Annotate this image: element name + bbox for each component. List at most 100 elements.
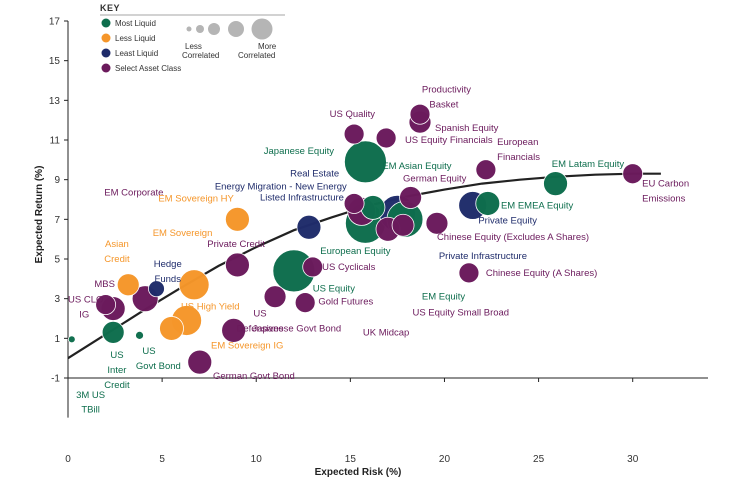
labels-group: 3M US TBill US Inter Credit US Govt Bond US CLO… (68, 84, 689, 415)
point-label: Chinese Equity (Excludes A Shares) (437, 232, 589, 243)
legend-label: Less Liquid (115, 34, 155, 43)
y-tick-label: 1 (54, 334, 60, 345)
bubble-point (302, 256, 324, 278)
point-label: Japanese Govt Bond (252, 323, 341, 334)
bubble-point (475, 191, 501, 216)
bubble-point (294, 292, 316, 314)
point-label: European (497, 137, 538, 148)
legend-size-high-label: Correlated (238, 51, 275, 60)
bubble-point (622, 163, 644, 185)
bubble-point (475, 159, 497, 181)
point-label: Spanish Equity (435, 123, 499, 134)
legend-size-low-label: Less (185, 42, 202, 51)
bubble-point (67, 335, 76, 344)
point-label: 3M US (76, 390, 105, 401)
legend-swatch (101, 48, 111, 58)
point-label: Funds (155, 274, 182, 285)
legend-swatch (101, 18, 111, 28)
point-label: Private Infrastructure (439, 251, 527, 262)
bubble-point (425, 211, 449, 235)
point-label: US (110, 350, 123, 361)
y-tick-label: 17 (49, 17, 61, 28)
point-label: EM EMEA Equity (501, 200, 574, 211)
y-tick-label: 11 (50, 136, 61, 147)
point-label: EM Asian Equity (382, 161, 451, 172)
point-label: US Equity Small Broad (412, 308, 509, 319)
legend-swatch (101, 33, 111, 43)
point-label: EM Sovereign HY (158, 193, 234, 204)
point-label: US (253, 309, 266, 320)
x-tick-label: 10 (251, 454, 263, 465)
legend-label: Least Liquid (115, 49, 158, 58)
point-label: Asian (105, 239, 129, 250)
y-tick-label: 5 (54, 255, 60, 266)
legend-size-high-label: More (258, 42, 277, 51)
x-tick-label: 15 (345, 454, 357, 465)
point-label: EM Sovereign IG (211, 340, 283, 351)
y-axis-title: Expected Return (%) (34, 166, 45, 264)
legend-size-circle (196, 25, 204, 33)
point-label: Listed Infrastructure (260, 192, 344, 203)
point-label: Defensives (237, 323, 284, 334)
point-label: Govt Bond (136, 361, 181, 372)
legend-size-circle (251, 18, 273, 40)
bubble-point (296, 214, 322, 240)
x-axis-title: Expected Risk (%) (315, 467, 402, 478)
bubble-point (343, 123, 365, 145)
y-tick-label: 13 (49, 96, 61, 107)
point-label: EM Latam Equity (552, 159, 625, 170)
bubble-point (343, 193, 365, 214)
point-label: Hedge (154, 259, 182, 270)
bubble-point (101, 320, 125, 344)
x-tick-label: 0 (65, 454, 71, 465)
point-label: Credit (104, 380, 130, 391)
bubble-point (375, 127, 397, 149)
point-label: Emissions (642, 193, 686, 204)
point-label: German Govt Bond (213, 371, 295, 382)
x-tick-label: 25 (533, 454, 545, 465)
point-label: US Cyclicals (322, 262, 376, 273)
x-tick-label: 30 (627, 454, 639, 465)
point-label: Productivity (422, 84, 471, 95)
point-label: US Equity (313, 284, 355, 295)
legend-swatch (101, 63, 111, 73)
bubble-point (225, 206, 250, 232)
point-label: Financials (497, 152, 540, 163)
bubble-point (399, 186, 422, 209)
bubble-point (543, 171, 568, 197)
point-label: European Equity (320, 246, 390, 257)
y-tick-label: 3 (54, 294, 60, 305)
bubbles-group (67, 103, 644, 375)
bubble-point (458, 262, 480, 284)
point-label: UK Midcap (363, 327, 409, 338)
x-tick-label: 20 (439, 454, 451, 465)
legend-label: Select Asset Class (115, 64, 181, 73)
point-label: US Equity Financials (405, 135, 493, 146)
point-label: Energy Migration - New Energy (215, 182, 347, 193)
point-label: Basket (429, 99, 458, 110)
bubble-point (95, 294, 117, 316)
point-label: Credit (104, 254, 130, 265)
bubble-point (225, 252, 250, 278)
bubble-point (221, 317, 247, 343)
point-label: TBill (81, 405, 99, 416)
point-label: US High Yield (181, 302, 240, 313)
bubble-point (159, 316, 184, 341)
legend-size-circle (228, 21, 244, 37)
point-label: German Equity (403, 174, 467, 185)
bubble-point (409, 103, 431, 125)
point-label: Japanese Equity (264, 146, 334, 157)
bubble-point (263, 285, 287, 309)
point-label: Private Equity (478, 215, 537, 226)
point-label: EM Sovereign (153, 228, 213, 239)
y-tick-label: 7 (54, 215, 60, 226)
y-tick-label: -1 (51, 374, 60, 385)
point-label: EM Equity (422, 292, 466, 303)
point-label: Real Estate (290, 169, 339, 180)
point-label: US CLO (68, 295, 103, 306)
x-tick-label: 5 (159, 454, 165, 465)
point-label: US (142, 346, 155, 357)
bubble-point (344, 140, 387, 184)
